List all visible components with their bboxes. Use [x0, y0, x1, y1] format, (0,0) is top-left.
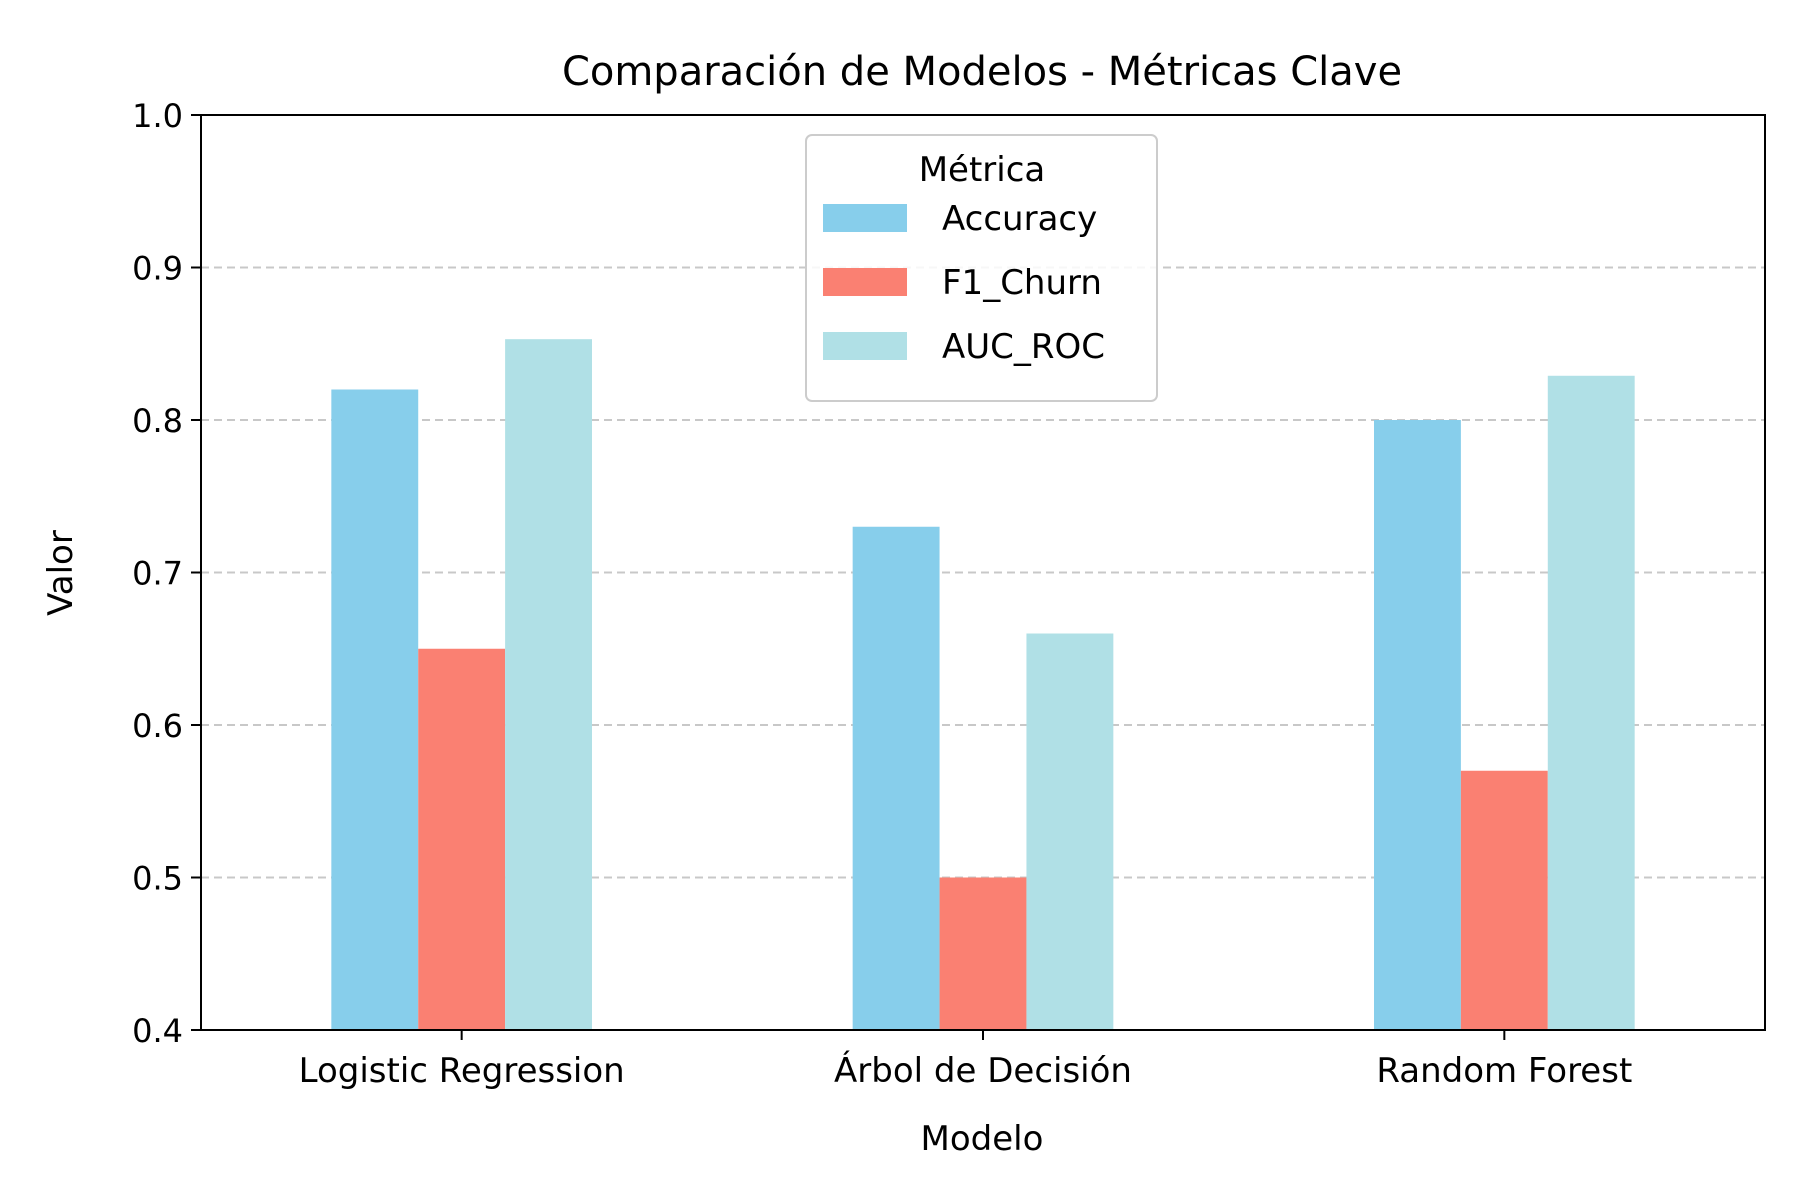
bar-auc-roc	[505, 339, 592, 1030]
legend: Métrica Accuracy F1_Churn AUC_ROC	[805, 134, 1158, 402]
legend-label: F1_Churn	[942, 263, 1102, 303]
legend-items: Accuracy F1_Churn AUC_ROC	[823, 199, 1105, 367]
x-axis-label: Modelo	[921, 1119, 1044, 1159]
bar-f1-churn	[418, 648, 506, 1030]
y-tick-label: 1.0	[132, 97, 183, 135]
x-tick-label: Logistic Regression	[299, 1051, 625, 1091]
y-tick-label: 0.4	[132, 1012, 183, 1050]
x-tick-label: Árbol de Decisión	[834, 1050, 1132, 1091]
bar-auc-roc	[1026, 633, 1114, 1030]
legend-label: AUC_ROC	[942, 327, 1105, 367]
y-tick-label: 0.7	[132, 555, 183, 593]
bar-accuracy	[1374, 420, 1461, 1030]
legend-swatch	[823, 268, 907, 296]
legend-label: Accuracy	[942, 199, 1097, 239]
bar-accuracy	[331, 389, 419, 1030]
bar-f1-churn	[939, 877, 1027, 1030]
y-tick-label: 0.8	[132, 402, 183, 440]
bar-accuracy	[852, 526, 940, 1030]
y-axis-label: Valor	[41, 530, 81, 616]
bar-auc-roc	[1547, 375, 1635, 1030]
y-tick-label: 0.6	[132, 707, 183, 745]
y-tick-label: 0.5	[132, 860, 183, 898]
bars	[331, 339, 1635, 1030]
legend-swatch	[823, 204, 907, 232]
x-tick-label: Random Forest	[1376, 1051, 1632, 1091]
bar-f1-churn	[1460, 770, 1548, 1030]
y-axis: 0.4 0.5 0.6 0.7 0.8 0.9 1.0	[132, 97, 201, 1050]
legend-swatch	[823, 332, 907, 360]
legend-title: Métrica	[919, 150, 1046, 190]
chart-title: Comparación de Modelos - Métricas Clave	[562, 49, 1402, 95]
x-axis: Logistic Regression Árbol de Decisión Rand…	[299, 1030, 1632, 1091]
y-tick-label: 0.9	[132, 250, 183, 288]
